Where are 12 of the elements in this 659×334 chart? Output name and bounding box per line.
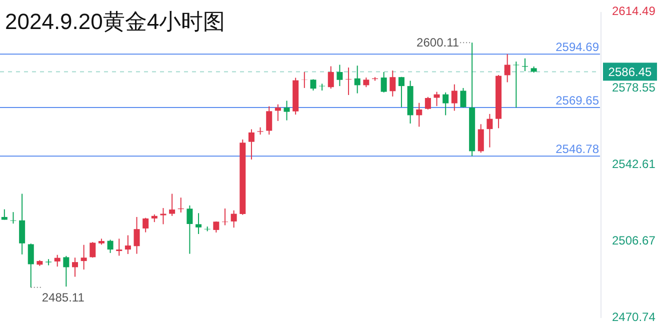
y-tick-label: 2470.74 xyxy=(612,310,656,324)
ref-line-label: 2594.69 xyxy=(556,40,600,54)
annotation: 2600.11 xyxy=(416,36,460,50)
ref-line-label: 2586.45 xyxy=(608,64,652,79)
ref-line-label: 2546.78 xyxy=(556,142,600,156)
chart-title: 2024.9.20黄金4小时图 xyxy=(5,9,226,34)
y-tick-label: 2578.55 xyxy=(612,80,656,95)
y-tick-label: 2506.67 xyxy=(612,234,656,248)
ref-line-label: 2569.65 xyxy=(556,93,600,108)
y-tick-label: 2542.61 xyxy=(612,157,656,172)
y-tick-label: 2614.49 xyxy=(612,4,656,18)
annotation: 2485.11 xyxy=(42,290,85,304)
